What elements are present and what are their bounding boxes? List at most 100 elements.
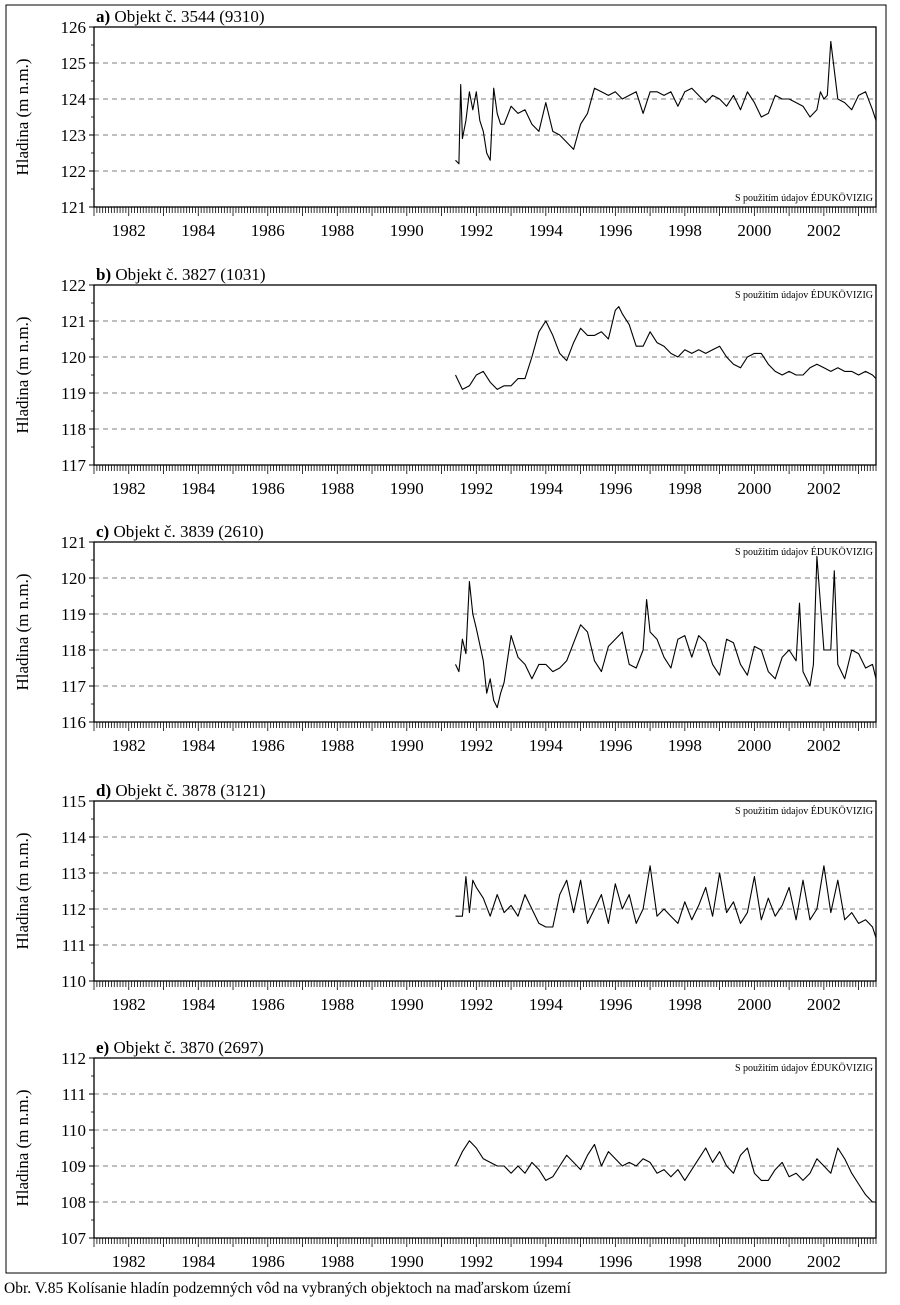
- panel-title-text: Objekt č. 3839 (2610): [109, 522, 263, 541]
- x-tick-label: 1994: [529, 479, 564, 498]
- panel-title-text: Objekt č. 3827 (1031): [111, 265, 265, 284]
- x-tick-label: 1992: [459, 479, 493, 498]
- y-tick-label: 111: [62, 936, 86, 955]
- panel-title: b) Objekt č. 3827 (1031): [96, 265, 266, 284]
- x-tick-label: 1986: [251, 1252, 285, 1271]
- y-tick-label: 112: [61, 1049, 86, 1068]
- plot-area-frame: [93, 1057, 877, 1239]
- y-tick-label: 125: [61, 54, 87, 73]
- figure-caption: Obr. V.85 Kolísanie hladín podzemných vô…: [4, 1280, 571, 1297]
- source-note: S použitím údajov ÉDUKÖVIZIG: [735, 1062, 873, 1074]
- y-tick-label: 118: [61, 641, 86, 660]
- y-tick-label: 119: [61, 384, 86, 403]
- y-tick-label: 121: [61, 533, 87, 552]
- y-tick-label: 121: [61, 198, 87, 217]
- x-tick-label: 2000: [737, 221, 771, 240]
- x-tick-label: 1984: [181, 1252, 216, 1271]
- y-axis-label: Hladina (m n.m.): [13, 316, 32, 433]
- y-tick-label: 126: [61, 18, 87, 37]
- x-tick-label: 1998: [668, 221, 702, 240]
- x-tick-label: 1992: [459, 1252, 493, 1271]
- series-line: [455, 555, 877, 709]
- chart-panel-4: 110 111 112 113 114 115 1982 1984 1986 1988 1990 19…: [13, 781, 877, 1014]
- y-tick-label: 107: [61, 1229, 87, 1248]
- y-tick-label: 108: [61, 1193, 87, 1212]
- x-tick-label: 1992: [459, 995, 493, 1014]
- y-tick-label: 112: [61, 900, 86, 919]
- x-tick-label: 1982: [112, 1252, 146, 1271]
- x-tick-label: 1984: [181, 995, 216, 1014]
- x-tick-label: 2000: [737, 995, 771, 1014]
- y-tick-label: 110: [61, 972, 86, 991]
- x-tick-label: 1986: [251, 479, 285, 498]
- panel-title-text: Objekt č. 3870 (2697): [109, 1038, 263, 1057]
- panel-title: c) Objekt č. 3839 (2610): [96, 522, 264, 541]
- y-tick-label: 122: [61, 276, 87, 295]
- x-tick-label: 1990: [390, 736, 424, 755]
- x-tick-label: 1988: [320, 736, 354, 755]
- chart-panel-1: 121 122 123 124 125 126 1982 1984 1986 1988 1990 19…: [13, 7, 877, 240]
- x-tick-label: 1994: [529, 736, 564, 755]
- source-note: S použitím údajov ÉDUKÖVIZIG: [735, 546, 873, 558]
- x-tick-label: 1994: [529, 995, 564, 1014]
- panel-title: a) Objekt č. 3544 (9310): [96, 7, 265, 26]
- x-tick-label: 1996: [598, 995, 632, 1014]
- x-tick-label: 2002: [807, 995, 841, 1014]
- panel-title: e) Objekt č. 3870 (2697): [96, 1038, 264, 1057]
- x-tick-label: 1988: [320, 995, 354, 1014]
- x-tick-label: 1990: [390, 1252, 424, 1271]
- x-tick-label: 2000: [737, 736, 771, 755]
- x-tick-label: 1990: [390, 221, 424, 240]
- y-tick-label: 109: [61, 1157, 87, 1176]
- x-tick-label: 1982: [112, 221, 146, 240]
- x-tick-label: 1982: [112, 736, 146, 755]
- x-tick-label: 1998: [668, 736, 702, 755]
- panel-title: d) Objekt č. 3878 (3121): [96, 781, 266, 800]
- series-line: [455, 40, 877, 165]
- x-tick-label: 1998: [668, 479, 702, 498]
- x-tick-label: 1994: [529, 221, 564, 240]
- x-tick-label: 1996: [598, 736, 632, 755]
- x-tick-label: 1984: [181, 221, 216, 240]
- x-tick-label: 2000: [737, 479, 771, 498]
- y-tick-label: 111: [62, 1085, 86, 1104]
- y-tick-label: 120: [61, 569, 87, 588]
- x-tick-label: 1996: [598, 1252, 632, 1271]
- y-tick-label: 117: [61, 456, 86, 475]
- figure-frame: [5, 4, 887, 1274]
- x-tick-label: 1986: [251, 221, 285, 240]
- series-line: [455, 865, 877, 938]
- x-tick-label: 2002: [807, 479, 841, 498]
- plot-area-frame: [93, 541, 877, 723]
- chart-panel-2: 117 118 119 120 121 122 1982 1984 1986 1988 1990 19…: [13, 265, 877, 498]
- y-tick-label: 122: [61, 162, 87, 181]
- x-tick-label: 1986: [251, 736, 285, 755]
- y-tick-label: 116: [61, 713, 86, 732]
- y-axis-label: Hladina (m n.m.): [13, 1089, 32, 1206]
- y-tick-label: 110: [61, 1121, 86, 1140]
- y-tick-label: 117: [61, 677, 86, 696]
- x-tick-label: 1990: [390, 479, 424, 498]
- x-tick-label: 1988: [320, 1252, 354, 1271]
- panel-letter: c): [96, 522, 109, 541]
- y-tick-label: 121: [61, 312, 87, 331]
- source-note: S použitím údajov ÉDUKÖVIZIG: [735, 289, 873, 301]
- plot-area-frame: [93, 800, 877, 982]
- x-tick-label: 1988: [320, 479, 354, 498]
- series-line: [455, 1140, 876, 1203]
- plot-area-frame: [93, 26, 877, 208]
- y-axis-label: Hladina (m n.m.): [13, 58, 32, 175]
- x-tick-label: 1994: [529, 1252, 564, 1271]
- panel-title-text: Objekt č. 3544 (9310): [110, 7, 264, 26]
- y-tick-label: 115: [61, 792, 86, 811]
- y-axis-label: Hladina (m n.m.): [13, 832, 32, 949]
- x-tick-label: 1984: [181, 479, 216, 498]
- y-tick-label: 114: [61, 828, 86, 847]
- panel-letter: b): [96, 265, 111, 284]
- x-tick-label: 1996: [598, 221, 632, 240]
- x-tick-label: 2002: [807, 1252, 841, 1271]
- x-tick-label: 1998: [668, 1252, 702, 1271]
- x-tick-label: 1982: [112, 995, 146, 1014]
- panel-letter: d): [96, 781, 111, 800]
